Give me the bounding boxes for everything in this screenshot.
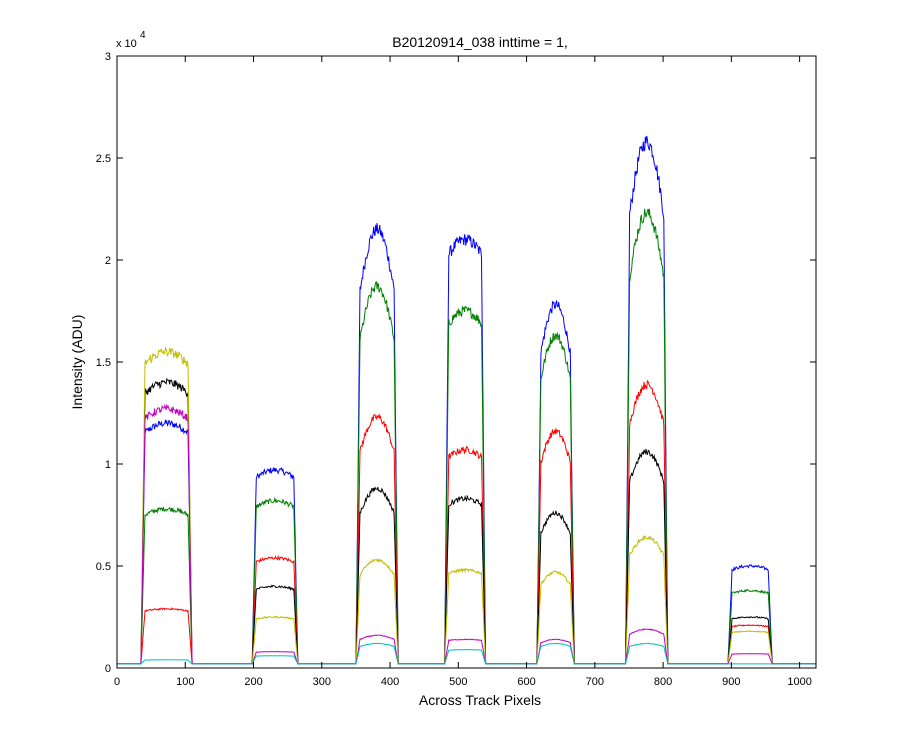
chart-title: B20120914_038 inttime = 1, [392,34,568,50]
plot-series [117,135,816,665]
x-tick-label: 100 [176,676,194,688]
x-tick-label: 1000 [787,676,811,688]
x-tick-label: 0 [114,676,120,688]
x-tick-label: 600 [517,676,535,688]
y-tick-label: 3 [105,51,111,63]
y-tick-label: 0.5 [96,561,111,573]
y-multiplier-base: x 10 [116,38,137,50]
y-tick-label: 0 [105,663,111,675]
y-tick-label: 2.5 [96,153,111,165]
series-line-7 [117,642,816,665]
y-tick-label: 2 [105,255,111,267]
x-tick-label: 200 [244,676,262,688]
x-axis-ticks: 0 100 200 300 400 500 600 700 800 900 1000 [114,56,812,688]
x-tick-label: 800 [654,676,672,688]
x-tick-label: 400 [381,676,399,688]
x-tick-label: 900 [722,676,740,688]
y-multiplier: x 10 4 [116,30,146,50]
y-tick-label: 1 [105,459,111,471]
y-tick-label: 1.5 [96,357,111,369]
y-axis-label: Intensity (ADU) [69,315,85,410]
x-tick-label: 300 [313,676,331,688]
x-tick-label: 500 [449,676,467,688]
x-tick-label: 700 [586,676,604,688]
x-axis-label: Across Track Pixels [419,692,541,708]
y-axis-ticks: 0 0.5 1 1.5 2 2.5 3 [96,51,816,675]
y-multiplier-exponent: 4 [140,30,146,41]
